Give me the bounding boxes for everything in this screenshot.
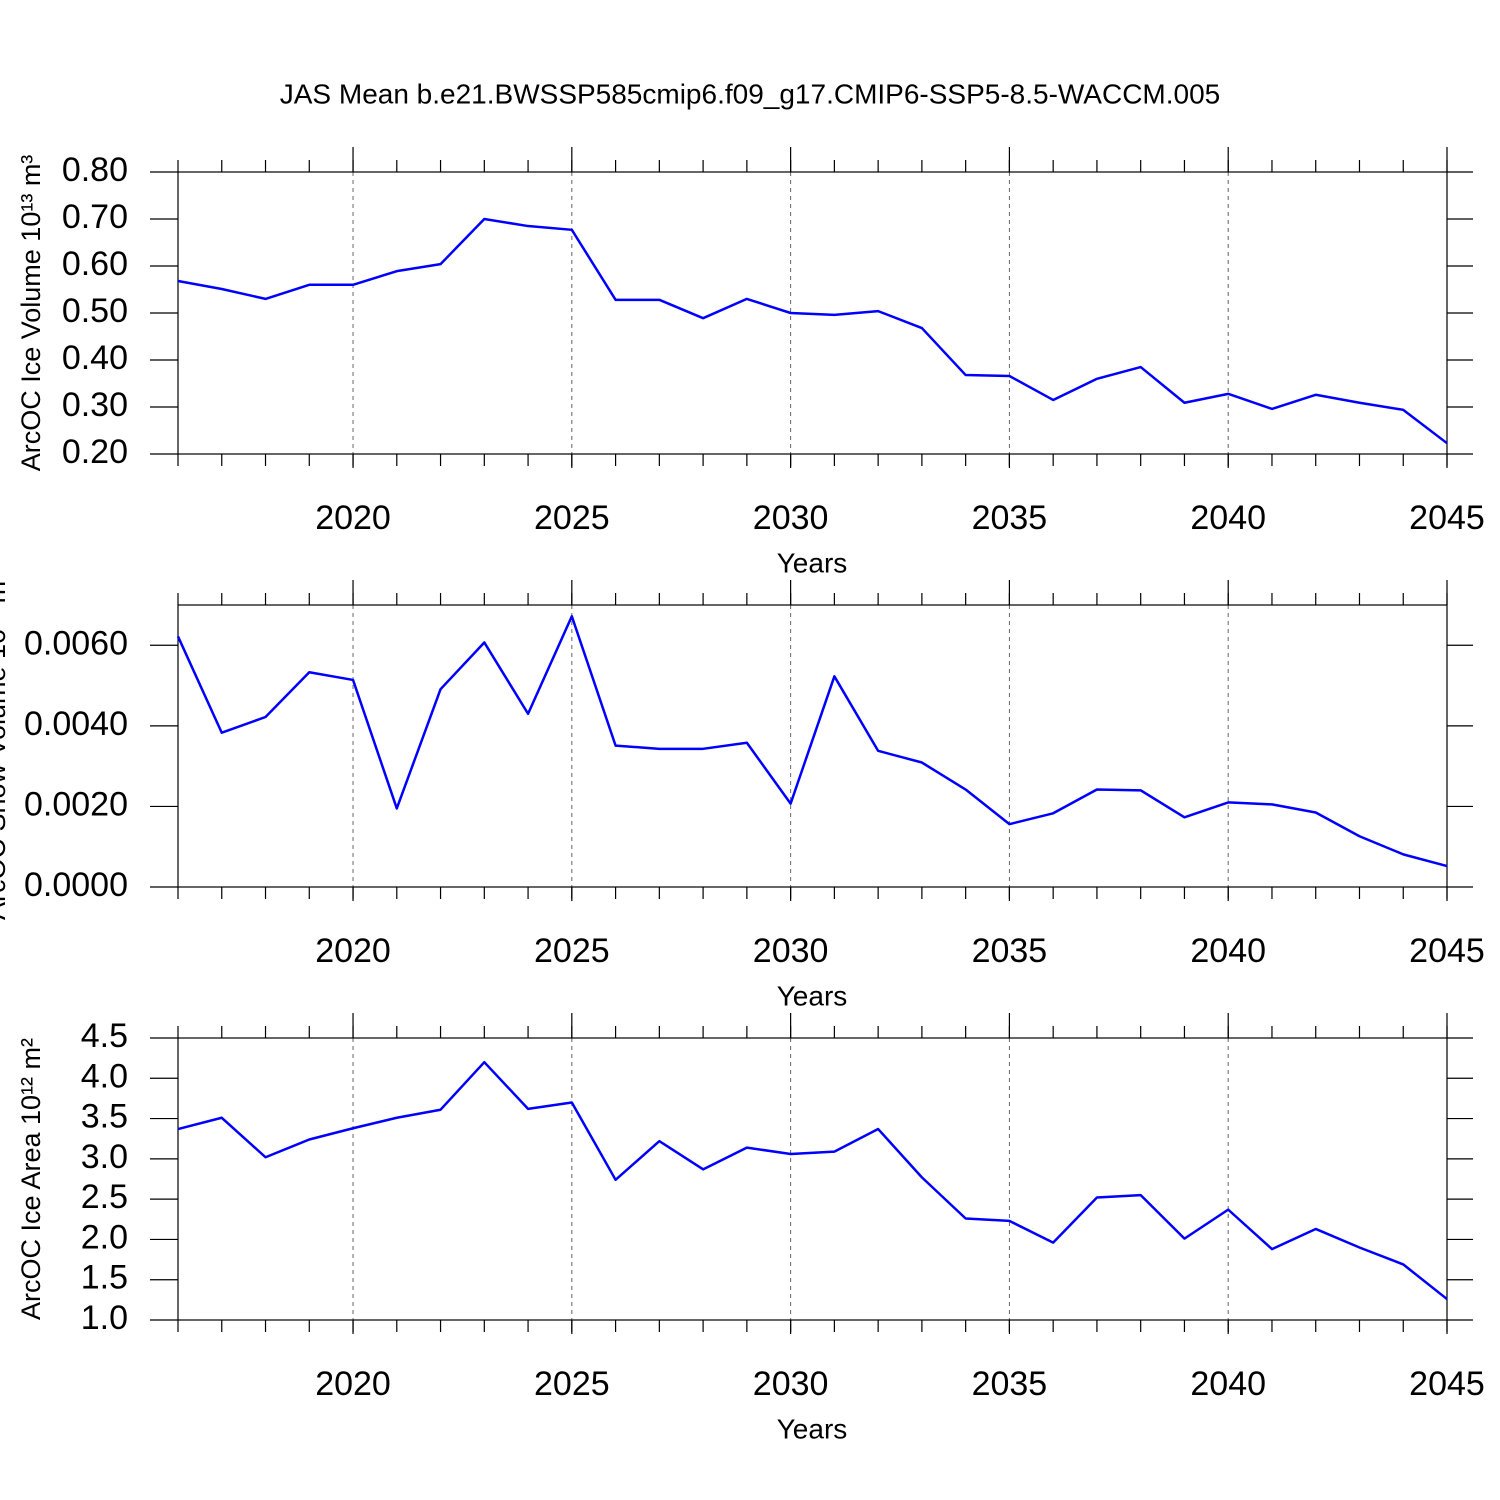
y-tick-label: 2.5	[81, 1178, 128, 1216]
x-axis-label: Years	[777, 980, 848, 1011]
data-line	[177, 1060, 1448, 1301]
y-tick-label: 0.60	[62, 245, 128, 283]
y-tick-label: 0.0000	[24, 866, 128, 904]
x-tick-label: 2035	[972, 932, 1048, 970]
y-axis-label: ArcOC Ice Volume 10¹³ m³	[16, 155, 46, 472]
y-tick-label: 0.0040	[24, 705, 128, 743]
x-tick-label: 2035	[972, 499, 1048, 537]
x-tick-label: 2020	[315, 1365, 391, 1403]
y-tick-label: 1.0	[81, 1299, 128, 1337]
x-tick-label: 2035	[972, 1365, 1048, 1403]
x-tick-label: 2025	[534, 932, 610, 970]
y-tick-label: 0.50	[62, 292, 128, 330]
y-tick-label: 0.0020	[24, 785, 128, 823]
plot-frame	[177, 1037, 1448, 1321]
y-tick-label: 0.0060	[24, 624, 128, 662]
x-tick-label: 2030	[753, 1365, 829, 1403]
y-axis-label: ArcOC Ice Area 10¹² m²	[16, 1038, 46, 1320]
y-axis-label: ArcOC Snow Volume 10¹³ m³	[0, 572, 11, 920]
x-tick-label: 2030	[753, 932, 829, 970]
x-tick-label: 2020	[315, 499, 391, 537]
y-tick-label: 0.70	[62, 198, 128, 236]
x-axis-label: Years	[777, 1413, 848, 1444]
x-tick-label: 2045	[1409, 932, 1485, 970]
y-tick-label: 2.0	[81, 1218, 128, 1256]
x-tick-label: 2025	[534, 1365, 610, 1403]
figure-title: JAS Mean b.e21.BWSSP585cmip6.f09_g17.CMI…	[280, 78, 1221, 109]
x-axis-label: Years	[777, 547, 848, 578]
x-tick-label: 2045	[1409, 499, 1485, 537]
y-tick-label: 0.40	[62, 339, 128, 377]
x-tick-label: 2025	[534, 499, 610, 537]
y-tick-label: 1.5	[81, 1259, 128, 1297]
y-tick-label: 3.0	[81, 1138, 128, 1176]
x-tick-label: 2040	[1190, 499, 1266, 537]
x-tick-label: 2030	[753, 499, 829, 537]
y-tick-label: 0.20	[62, 433, 128, 471]
plot-frame	[177, 604, 1448, 888]
x-tick-label: 2040	[1190, 1365, 1266, 1403]
data-line	[177, 217, 1448, 445]
x-tick-label: 2040	[1190, 932, 1266, 970]
plot-frame	[177, 171, 1448, 455]
y-tick-label: 4.0	[81, 1057, 128, 1095]
y-tick-label: 4.5	[81, 1017, 128, 1055]
data-line	[176, 615, 1448, 868]
y-tick-label: 0.30	[62, 386, 128, 424]
x-tick-label: 2020	[315, 932, 391, 970]
y-tick-label: 0.80	[62, 151, 128, 189]
x-tick-label: 2045	[1409, 1365, 1485, 1403]
y-tick-label: 3.5	[81, 1098, 128, 1136]
